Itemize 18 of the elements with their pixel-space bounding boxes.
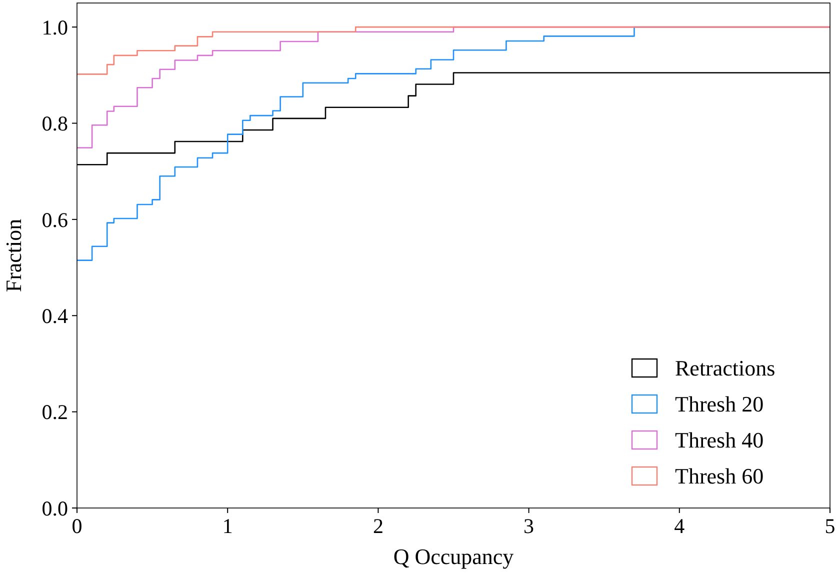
x-tick-label: 5 <box>824 514 836 538</box>
y-tick-label: 0.6 <box>42 208 68 232</box>
legend-label: Thresh 60 <box>675 464 764 489</box>
y-tick-label: 1.0 <box>42 15 68 40</box>
legend-label: Thresh 20 <box>675 392 764 417</box>
legend-label: Retractions <box>675 356 776 381</box>
y-tick-label: 0.0 <box>42 496 68 520</box>
x-tick-label: 3 <box>524 514 534 538</box>
x-tick-label: 4 <box>674 514 686 538</box>
y-tick-label: 0.8 <box>42 112 68 136</box>
y-axis-title: Fraction <box>1 218 26 292</box>
x-tick-label: 0 <box>72 514 82 538</box>
legend-label: Thresh 40 <box>675 428 764 453</box>
x-tick-label: 1 <box>222 514 233 538</box>
y-tick-label: 0.2 <box>42 400 68 424</box>
y-tick-label: 0.4 <box>42 304 68 328</box>
x-tick-label: 2 <box>372 514 384 538</box>
x-axis-title: Q Occupancy <box>393 544 514 569</box>
